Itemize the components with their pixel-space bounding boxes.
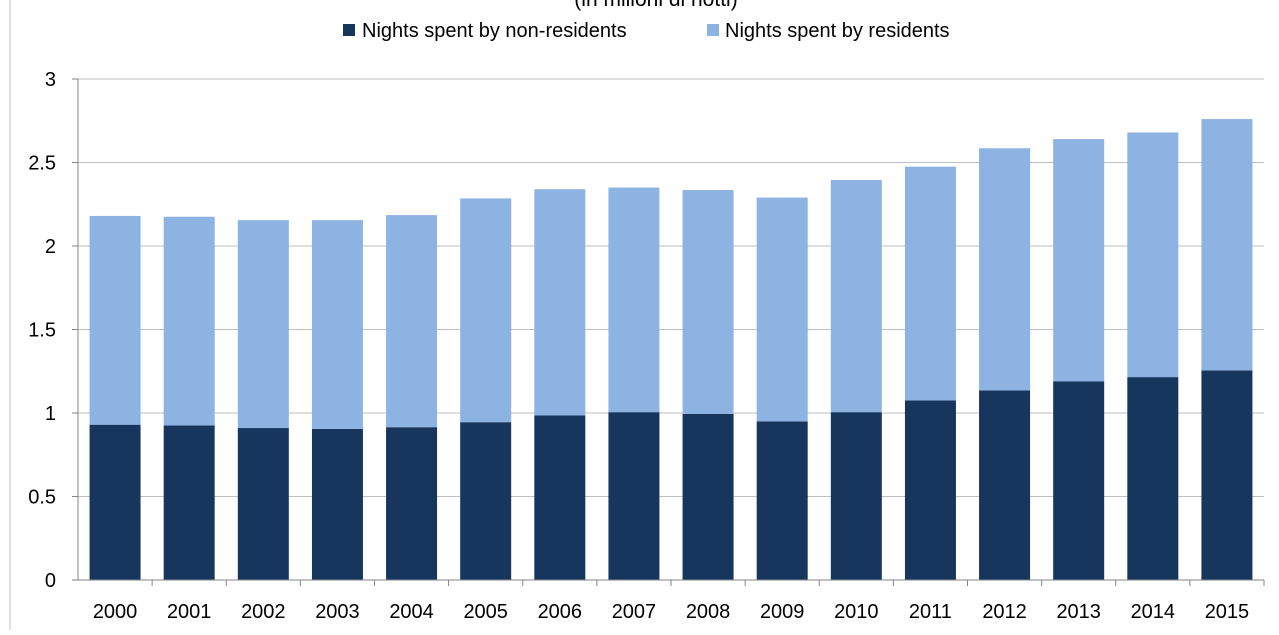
legend: Nights spent by non-residents Nights spe… bbox=[343, 20, 950, 42]
x-tick-label: 2002 bbox=[241, 601, 286, 623]
bar-non-residents bbox=[534, 415, 586, 580]
x-tick-label: 2012 bbox=[982, 601, 1027, 623]
x-tick-label: 2006 bbox=[538, 601, 583, 623]
bar-residents bbox=[89, 215, 141, 425]
x-tick-label: 2015 bbox=[1205, 601, 1250, 623]
x-tick-label: 2009 bbox=[760, 601, 805, 623]
x-tick-label: 2008 bbox=[686, 601, 731, 623]
x-tick-label: 2004 bbox=[389, 601, 434, 623]
legend-label-non-residents: Nights spent by non-residents bbox=[362, 20, 627, 42]
y-tick-label: 3 bbox=[45, 69, 56, 91]
x-tick-label: 2007 bbox=[612, 601, 657, 623]
x-tick-label: 2001 bbox=[167, 601, 212, 623]
x-tick-label: 2003 bbox=[315, 601, 360, 623]
chart-title: (in milioni di notti) bbox=[574, 0, 737, 11]
bar-residents bbox=[682, 190, 734, 414]
bar-residents bbox=[311, 220, 363, 429]
bar-residents bbox=[904, 166, 956, 401]
legend-swatch-residents bbox=[707, 24, 719, 36]
y-tick-label: 1 bbox=[45, 403, 56, 425]
bar-non-residents bbox=[682, 413, 734, 580]
bar-non-residents bbox=[608, 412, 660, 580]
x-tick-label: 2005 bbox=[463, 601, 508, 623]
legend-label-residents: Nights spent by residents bbox=[725, 20, 950, 42]
bar-non-residents bbox=[460, 422, 512, 580]
y-tick-label: 2.5 bbox=[28, 153, 56, 175]
y-tick-label: 1.5 bbox=[28, 320, 56, 342]
x-tick-label: 2013 bbox=[1056, 601, 1101, 623]
bar-residents bbox=[163, 216, 215, 426]
bar-residents bbox=[534, 189, 586, 416]
bar-non-residents bbox=[830, 412, 882, 580]
x-tick-label: 2000 bbox=[93, 601, 138, 623]
bar-non-residents bbox=[1053, 381, 1105, 580]
legend-swatch-non-residents bbox=[343, 24, 355, 36]
bars bbox=[89, 119, 1253, 580]
bar-non-residents bbox=[386, 427, 438, 580]
y-tick-label: 0.5 bbox=[28, 487, 56, 509]
y-tick-label: 0 bbox=[45, 570, 56, 592]
bar-residents bbox=[756, 197, 808, 422]
bar-residents bbox=[386, 215, 438, 428]
bar-non-residents bbox=[979, 390, 1031, 580]
x-tick-label: 2010 bbox=[834, 601, 879, 623]
x-tick-label: 2014 bbox=[1131, 601, 1176, 623]
bar-non-residents bbox=[756, 421, 808, 580]
bar-non-residents bbox=[904, 400, 956, 580]
bar-residents bbox=[460, 198, 512, 423]
bar-non-residents bbox=[311, 428, 363, 580]
bar-residents bbox=[1201, 119, 1253, 371]
x-tick-label: 2011 bbox=[909, 601, 952, 623]
bar-non-residents bbox=[1201, 370, 1253, 580]
bar-residents bbox=[1053, 139, 1105, 382]
y-axis-tick-labels: 0 0.5 1 1.5 2 2.5 3 bbox=[28, 69, 56, 592]
bar-non-residents bbox=[1127, 377, 1179, 580]
bar-non-residents bbox=[237, 428, 289, 580]
bar-residents bbox=[237, 220, 289, 429]
bar-residents bbox=[608, 187, 660, 413]
bar-residents bbox=[830, 180, 882, 413]
y-tick-label: 2 bbox=[45, 236, 56, 258]
bar-residents bbox=[1127, 132, 1179, 378]
bar-non-residents bbox=[89, 424, 141, 580]
bar-non-residents bbox=[163, 425, 215, 580]
x-axis: 2000 2001 2002 2003 2004 2005 2006 2007 2008 2009… bbox=[72, 78, 1265, 623]
bar-residents bbox=[979, 148, 1031, 391]
